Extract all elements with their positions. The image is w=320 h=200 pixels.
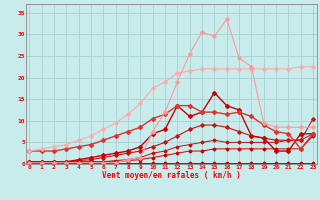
X-axis label: Vent moyen/en rafales ( km/h ): Vent moyen/en rafales ( km/h ) [102,171,241,180]
